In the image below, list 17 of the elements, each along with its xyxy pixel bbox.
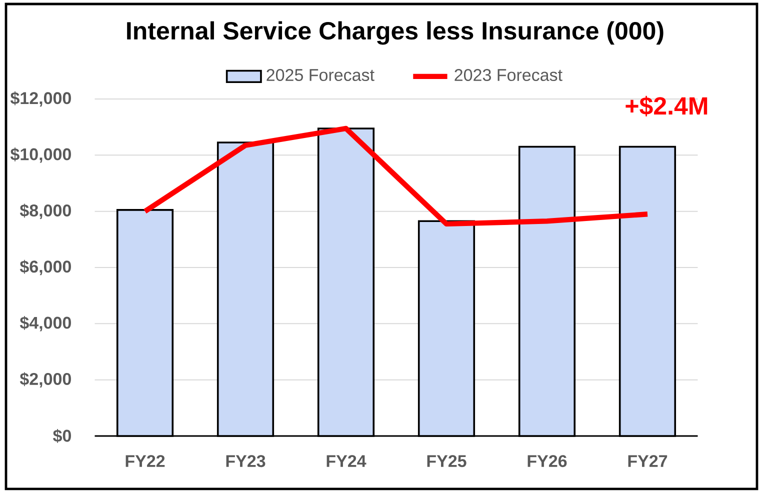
x-tick-label: FY27 (628, 455, 668, 467)
annotation: +$2.4M (626, 96, 708, 116)
y-tick-label: $10,000 (10, 148, 71, 163)
y-tick-label: $8,000 (20, 204, 71, 219)
x-tick-label: FY25 (427, 455, 466, 468)
y-tick-label: $12,000 (10, 91, 71, 107)
y-tick-label: $6,000 (20, 260, 71, 276)
y-tick-label: $2,000 (20, 372, 71, 388)
x-tick-label: FY24 (326, 455, 366, 467)
x-tick-label: FY22 (126, 455, 165, 467)
legend-label: 2025 Forecast (266, 68, 374, 82)
chart-title: Internal Service Charges less Insurance (000) (127, 21, 664, 45)
y-tick-label: $4,000 (20, 316, 71, 332)
x-tick-label: FY23 (226, 455, 266, 468)
legend-label: 2023 Forecast (454, 68, 562, 82)
y-tick-label: $0 (53, 429, 71, 443)
x-tick-label: FY26 (528, 455, 567, 468)
